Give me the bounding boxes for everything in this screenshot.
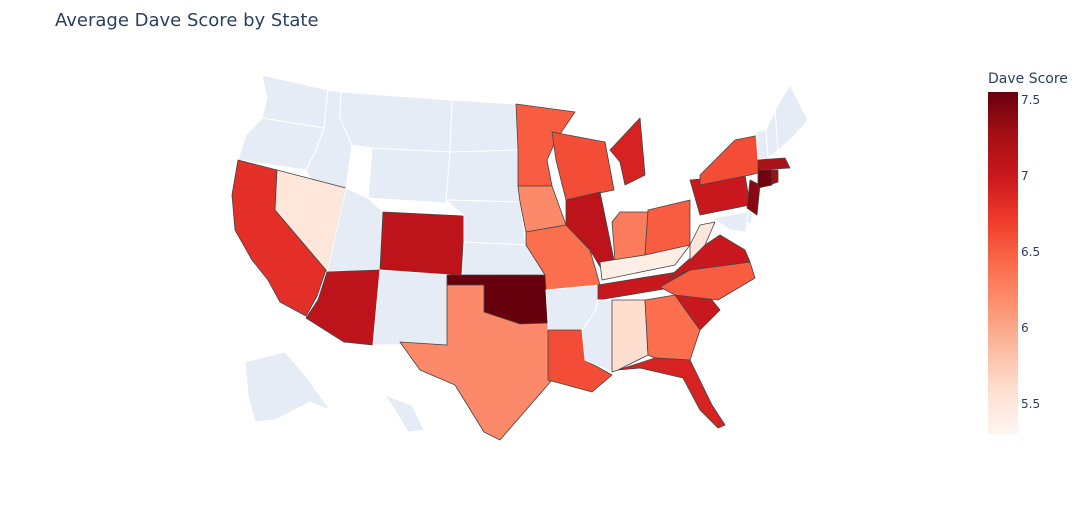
state-ak[interactable] (244, 351, 331, 423)
colorbar-title: Dave Score (988, 71, 1068, 87)
colorbar-tick: 6.5 (1021, 244, 1041, 259)
state-ky[interactable] (599, 244, 691, 281)
state-sd[interactable] (445, 149, 521, 203)
state-al[interactable] (611, 299, 649, 373)
state-wv[interactable] (689, 221, 716, 261)
state-nm[interactable] (372, 269, 451, 346)
state-in[interactable] (611, 211, 649, 261)
chart-title: Average Dave Score by State (55, 10, 319, 31)
state-ia[interactable] (517, 185, 567, 233)
state-ma[interactable] (757, 157, 791, 171)
state-nd[interactable] (449, 99, 519, 153)
colorbar-tick: 6 (1021, 320, 1029, 335)
state-nv[interactable] (274, 169, 347, 273)
state-nj[interactable] (746, 179, 761, 216)
state-mi[interactable] (609, 117, 646, 186)
state-md[interactable] (711, 211, 749, 233)
state-me[interactable] (774, 84, 809, 151)
state-wy[interactable] (367, 147, 451, 204)
colorbar-tick: 5.5 (1021, 396, 1041, 411)
colorbar-tick: 7.5 (1021, 92, 1041, 107)
state-wi[interactable] (551, 131, 615, 201)
state-mt[interactable] (339, 91, 453, 153)
state-ct[interactable] (757, 169, 773, 189)
state-mn[interactable] (515, 103, 576, 187)
colorbar-tick: 7 (1021, 168, 1029, 183)
colorbar (988, 92, 1018, 434)
state-tx[interactable] (399, 284, 553, 441)
state-ri[interactable] (771, 169, 779, 185)
state-fl[interactable] (617, 357, 726, 429)
state-hi[interactable] (384, 394, 425, 433)
state-co[interactable] (379, 211, 465, 277)
